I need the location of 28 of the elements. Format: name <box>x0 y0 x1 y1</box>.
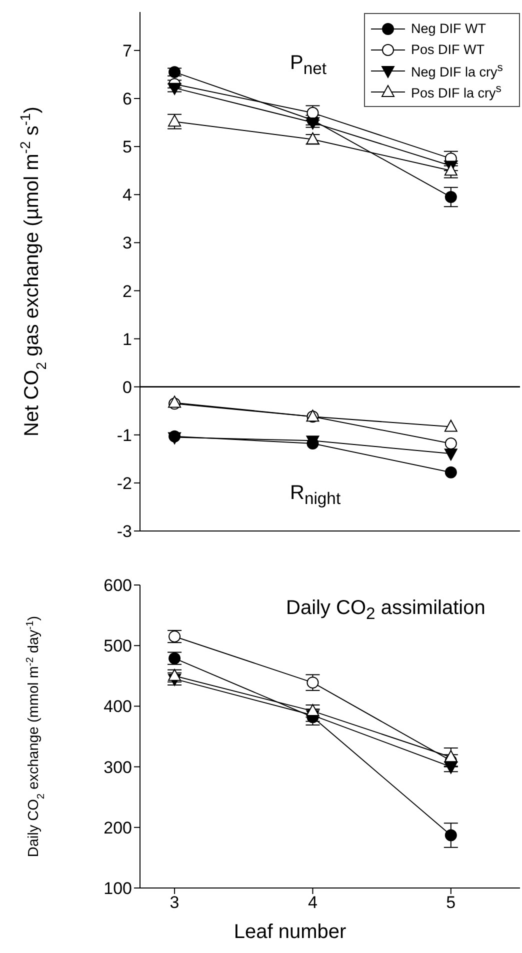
y-tick-label: 6 <box>122 90 132 109</box>
x-tick-label: 3 <box>170 893 180 912</box>
y-tick-label: 500 <box>104 636 132 656</box>
legend-label: Pos DIF la cry$^{s}$ <box>411 82 502 100</box>
legend-label: Neg DIF la cry$^{s}$ <box>411 62 503 80</box>
x-tick-label: 4 <box>308 893 318 912</box>
y-tick-label: 5 <box>122 138 132 157</box>
legend-label: Neg DIF WT <box>411 21 486 36</box>
y-tick-label: 3 <box>122 234 132 253</box>
y-tick-label: 600 <box>104 576 132 596</box>
y-tick-label: 0 <box>122 378 132 397</box>
y-tick-label: 200 <box>104 818 132 838</box>
annotation: R$_{night}$ <box>290 482 341 509</box>
y-tick-label: 100 <box>104 879 132 898</box>
y-tick-label: -2 <box>116 474 132 493</box>
x-tick-label: 5 <box>446 893 456 912</box>
legend-label: Pos DIF WT <box>411 42 484 57</box>
y-tick-label: 400 <box>104 697 132 716</box>
y-tick-label: -1 <box>116 426 132 445</box>
x-axis-title: Leaf number <box>234 921 346 943</box>
y-tick-label: 7 <box>122 41 132 60</box>
y-tick-label: 1 <box>122 330 132 349</box>
y-tick-label: 300 <box>104 758 132 777</box>
y-tick-label: -3 <box>116 522 132 542</box>
annotation: P$_{net}$ <box>290 52 326 79</box>
y-tick-label: 2 <box>122 282 132 301</box>
y-tick-label: 4 <box>122 186 132 205</box>
annotation: Daily CO$_{2}$ assimilation <box>286 597 486 624</box>
